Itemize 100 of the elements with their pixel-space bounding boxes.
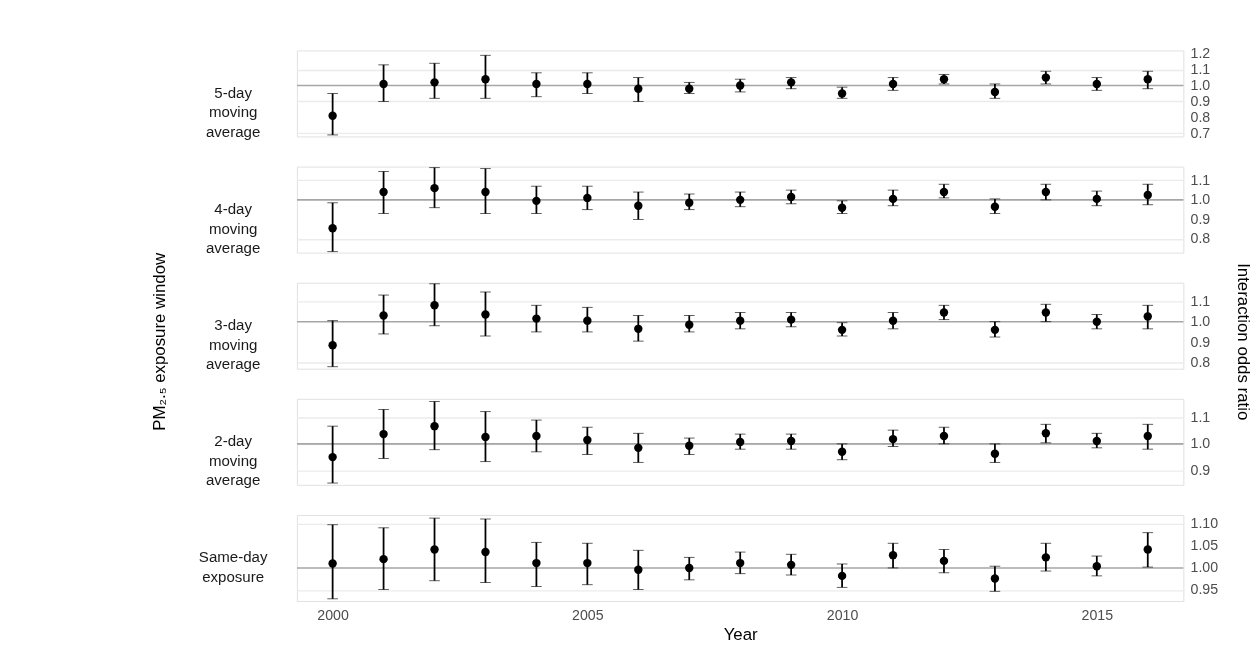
text: 2-day moving average [205,432,261,489]
y-tick-label: 0.8 [1190,108,1211,125]
y-axis-title: PM₂.₅ exposure window [149,251,169,431]
point [735,195,745,205]
point [430,183,439,193]
point [481,187,490,197]
point [328,452,337,462]
point [634,84,643,93]
point [481,74,490,84]
point [583,558,592,568]
x-tick-label: 2015 [1081,607,1114,624]
point [532,431,541,441]
point [837,447,847,457]
point [634,324,643,334]
point [379,429,388,439]
point [1041,187,1051,197]
point [786,560,796,570]
point [1041,308,1051,317]
point [837,571,847,581]
point [939,431,949,441]
point [888,194,898,204]
y-tick-label: 1.10 [1190,515,1219,532]
y-tick-label: 0.9 [1190,333,1211,350]
text: Same-day exposure [198,548,268,585]
point [430,78,439,87]
point [786,315,796,324]
point [1041,429,1051,438]
point [1041,553,1051,562]
point [532,558,541,568]
point [328,224,337,233]
point [1143,545,1152,554]
point [990,202,1000,211]
y2-axis-title: Interaction odds ratio [1234,263,1254,421]
point [1143,190,1152,200]
point [583,435,592,445]
y-tick-label: 1.0 [1190,76,1211,93]
point [481,547,490,557]
x-tick-label: 2000 [317,607,349,624]
point [1092,194,1102,204]
y-tick-label: 1.0 [1190,191,1211,208]
point [1143,74,1152,84]
point [634,565,643,574]
point [379,79,388,89]
point [837,325,847,335]
y-tick-label: 1.1 [1190,292,1211,309]
point [735,437,745,447]
point [379,554,388,564]
point [786,436,796,446]
point [583,79,592,89]
point [939,556,949,566]
point [481,310,490,319]
point [685,320,694,329]
y-tick-label: 0.9 [1190,92,1211,109]
point [634,443,643,453]
point [990,87,1000,97]
point [990,449,1000,458]
text: 3-day moving average [205,316,261,373]
point [735,558,745,568]
point [328,111,337,121]
point [1143,431,1152,441]
point [888,550,898,560]
x-tick-label: 2010 [826,607,859,624]
y-tick-label: 1.0 [1190,313,1211,330]
point [837,203,847,212]
point [1092,561,1102,571]
point [328,341,337,350]
point [532,196,541,206]
point [634,201,643,210]
point [939,187,949,197]
point [685,441,694,450]
point [583,193,592,203]
y-tick-label: 1.0 [1190,435,1211,452]
y-tick-label: 0.95 [1190,581,1219,598]
y-tick-label: 0.8 [1190,354,1211,371]
point [379,187,388,197]
x-axis-title: Year [723,624,759,644]
y-tick-label: 1.2 [1190,45,1211,62]
point [481,432,490,442]
point [532,314,541,323]
point [583,316,592,325]
point [939,308,949,317]
point [328,559,337,568]
point [990,574,1000,583]
y-tick-label: 1.1 [1190,61,1211,78]
point [990,325,1000,335]
y-tick-label: 1.00 [1190,559,1219,576]
point [1092,317,1102,326]
point [888,434,898,444]
point [379,311,388,320]
point [532,79,541,89]
y-tick-label: 0.7 [1190,124,1211,141]
text: 4-day moving average [205,200,261,257]
point [685,563,694,573]
y-tick-label: 1.1 [1190,408,1211,425]
y-tick-label: 0.9 [1190,461,1211,478]
y-tick-label: 1.1 [1190,171,1211,188]
y-tick-label: 1.05 [1190,537,1219,554]
y-tick-label: 0.8 [1190,230,1211,247]
point [1143,312,1152,321]
point [735,316,745,325]
